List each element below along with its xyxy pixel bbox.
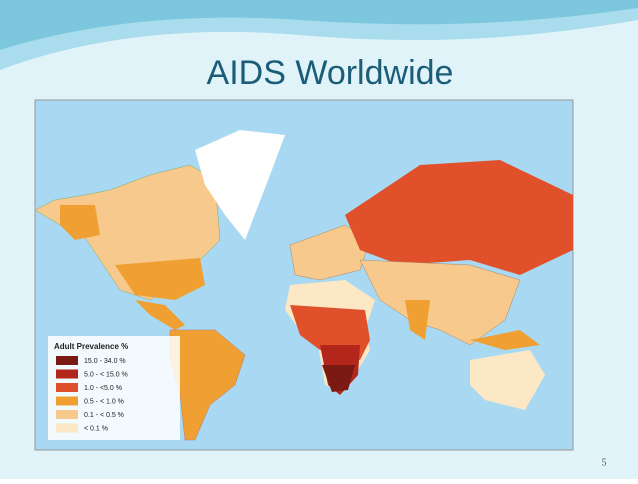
india bbox=[405, 300, 430, 340]
russia bbox=[345, 160, 573, 275]
legend-swatch bbox=[56, 410, 78, 419]
southeast-asia-islands bbox=[470, 330, 540, 350]
legend-label: 0.1 - < 0.5 % bbox=[84, 412, 124, 419]
legend-label: 15.0 - 34.0 % bbox=[84, 358, 126, 365]
legend-label: 1.0 - <5.0 % bbox=[84, 385, 122, 392]
greenland bbox=[195, 130, 285, 240]
slide-title: AIDS Worldwide bbox=[207, 54, 454, 92]
legend-label: 5.0 - < 15.0 % bbox=[84, 371, 128, 378]
legend-swatch bbox=[56, 356, 78, 365]
legend-title: Adult Prevalence % bbox=[54, 342, 128, 351]
page-number: 5 bbox=[602, 457, 607, 468]
southern-africa bbox=[322, 365, 355, 392]
legend-swatch bbox=[56, 396, 78, 406]
usa bbox=[115, 258, 205, 300]
legend-swatch bbox=[56, 383, 78, 392]
central-america bbox=[135, 300, 185, 330]
legend-label: 0.5 - < 1.0 % bbox=[84, 398, 124, 405]
legend-swatch bbox=[56, 423, 78, 433]
legend-label: < 0.1 % bbox=[84, 425, 108, 432]
legend-swatch bbox=[56, 369, 78, 379]
asia bbox=[359, 259, 521, 346]
alaska bbox=[60, 205, 100, 240]
wave-top-dark bbox=[0, 0, 638, 50]
europe bbox=[289, 224, 371, 281]
australia bbox=[470, 350, 545, 410]
legend: Adult Prevalence % 15.0 - 34.0 % 5.0 - < … bbox=[48, 336, 180, 440]
